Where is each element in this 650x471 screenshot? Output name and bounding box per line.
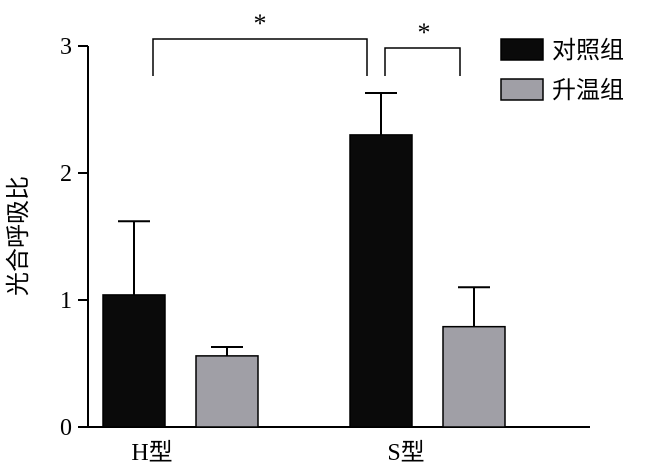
bar — [349, 134, 413, 428]
bar — [442, 325, 506, 428]
y-tick-label: 1 — [60, 288, 72, 314]
significance-marker: * — [254, 9, 267, 38]
axes: 0 1 2 3 H型 S型 — [60, 34, 590, 466]
significance-bracket — [152, 38, 368, 76]
y-tick-label: 3 — [60, 34, 72, 60]
bar — [102, 294, 166, 428]
bars — [102, 91, 506, 428]
x-tick-label: S型 — [387, 439, 424, 466]
significance-marker: * — [418, 18, 431, 47]
y-tick-label: 0 — [60, 415, 72, 441]
legend-label: 对照组 — [552, 36, 624, 64]
legend-swatch — [500, 38, 544, 61]
legend-swatch — [500, 78, 544, 101]
y-tick-label: 2 — [60, 161, 72, 187]
x-tick-label: H型 — [131, 439, 172, 466]
legend-label: 升温组 — [552, 76, 624, 104]
y-axis-label: 光合呼吸比 — [4, 176, 32, 296]
bar — [195, 355, 259, 428]
significance-bracket — [384, 47, 461, 76]
significance-brackets: * * — [152, 9, 461, 76]
